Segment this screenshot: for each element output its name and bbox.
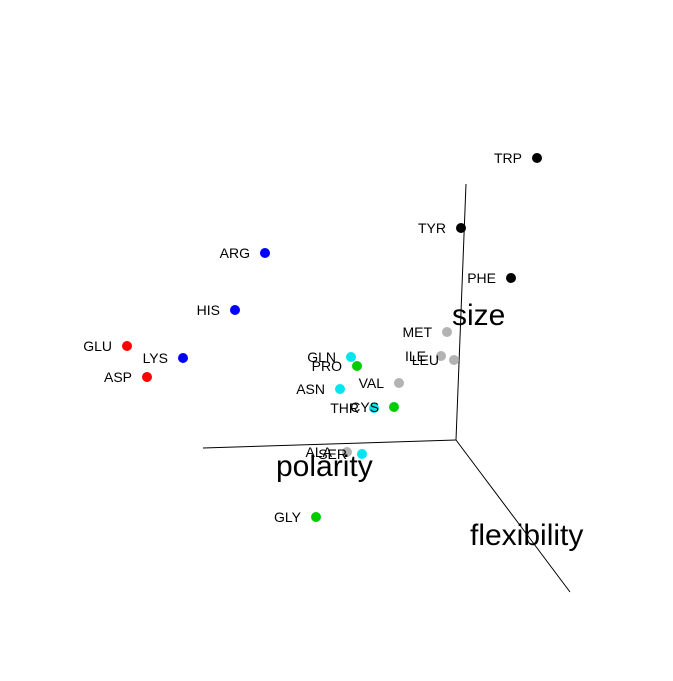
point-label-phe: PHE (467, 270, 496, 286)
point-label-leu: LEU (412, 352, 439, 368)
point-label-gly: GLY (274, 509, 302, 525)
point-phe (506, 273, 516, 283)
point-label-thr: THR (330, 400, 359, 416)
point-gln (346, 352, 356, 362)
point-his (230, 305, 240, 315)
point-arg (260, 248, 270, 258)
point-asp (142, 372, 152, 382)
polarity-axis-line (202, 439, 457, 449)
point-label-trp: TRP (494, 150, 522, 166)
point-label-pro: PRO (312, 358, 342, 374)
point-ala (342, 447, 352, 457)
point-pro (352, 361, 362, 371)
point-leu (449, 355, 459, 365)
point-label-ile: ILE (405, 348, 426, 364)
point-label-ser: SER (318, 446, 347, 462)
point-label-ala: ALA (306, 444, 333, 460)
point-label-glu: GLU (83, 338, 112, 354)
size-axis-label: size (452, 299, 505, 332)
point-lys (178, 353, 188, 363)
point-label-his: HIS (197, 302, 220, 318)
polarity-axis-label: polarity (276, 450, 373, 483)
point-thr (369, 403, 379, 413)
point-label-lys: LYS (143, 350, 168, 366)
point-label-tyr: TYR (418, 220, 446, 236)
point-label-cys: CYS (350, 399, 379, 415)
axis-labels: size polarity flexibility (276, 299, 583, 552)
point-ser (357, 449, 367, 459)
point-ile (436, 351, 446, 361)
point-met (442, 327, 452, 337)
point-label-val: VAL (359, 375, 385, 391)
point-label-asp: ASP (104, 369, 132, 385)
flexibility-axis-line (455, 439, 571, 593)
point-glu (122, 341, 132, 351)
point-cys (389, 402, 399, 412)
flexibility-axis-label: flexibility (470, 519, 583, 552)
point-label-asn: ASN (296, 381, 325, 397)
point-val (394, 378, 404, 388)
point-asn (335, 384, 345, 394)
point-label-met: MET (402, 324, 432, 340)
point-tyr (456, 223, 466, 233)
point-gly (311, 512, 321, 522)
point-label-arg: ARG (220, 245, 250, 261)
point-label-gln: GLN (307, 349, 336, 365)
point-trp (532, 153, 542, 163)
